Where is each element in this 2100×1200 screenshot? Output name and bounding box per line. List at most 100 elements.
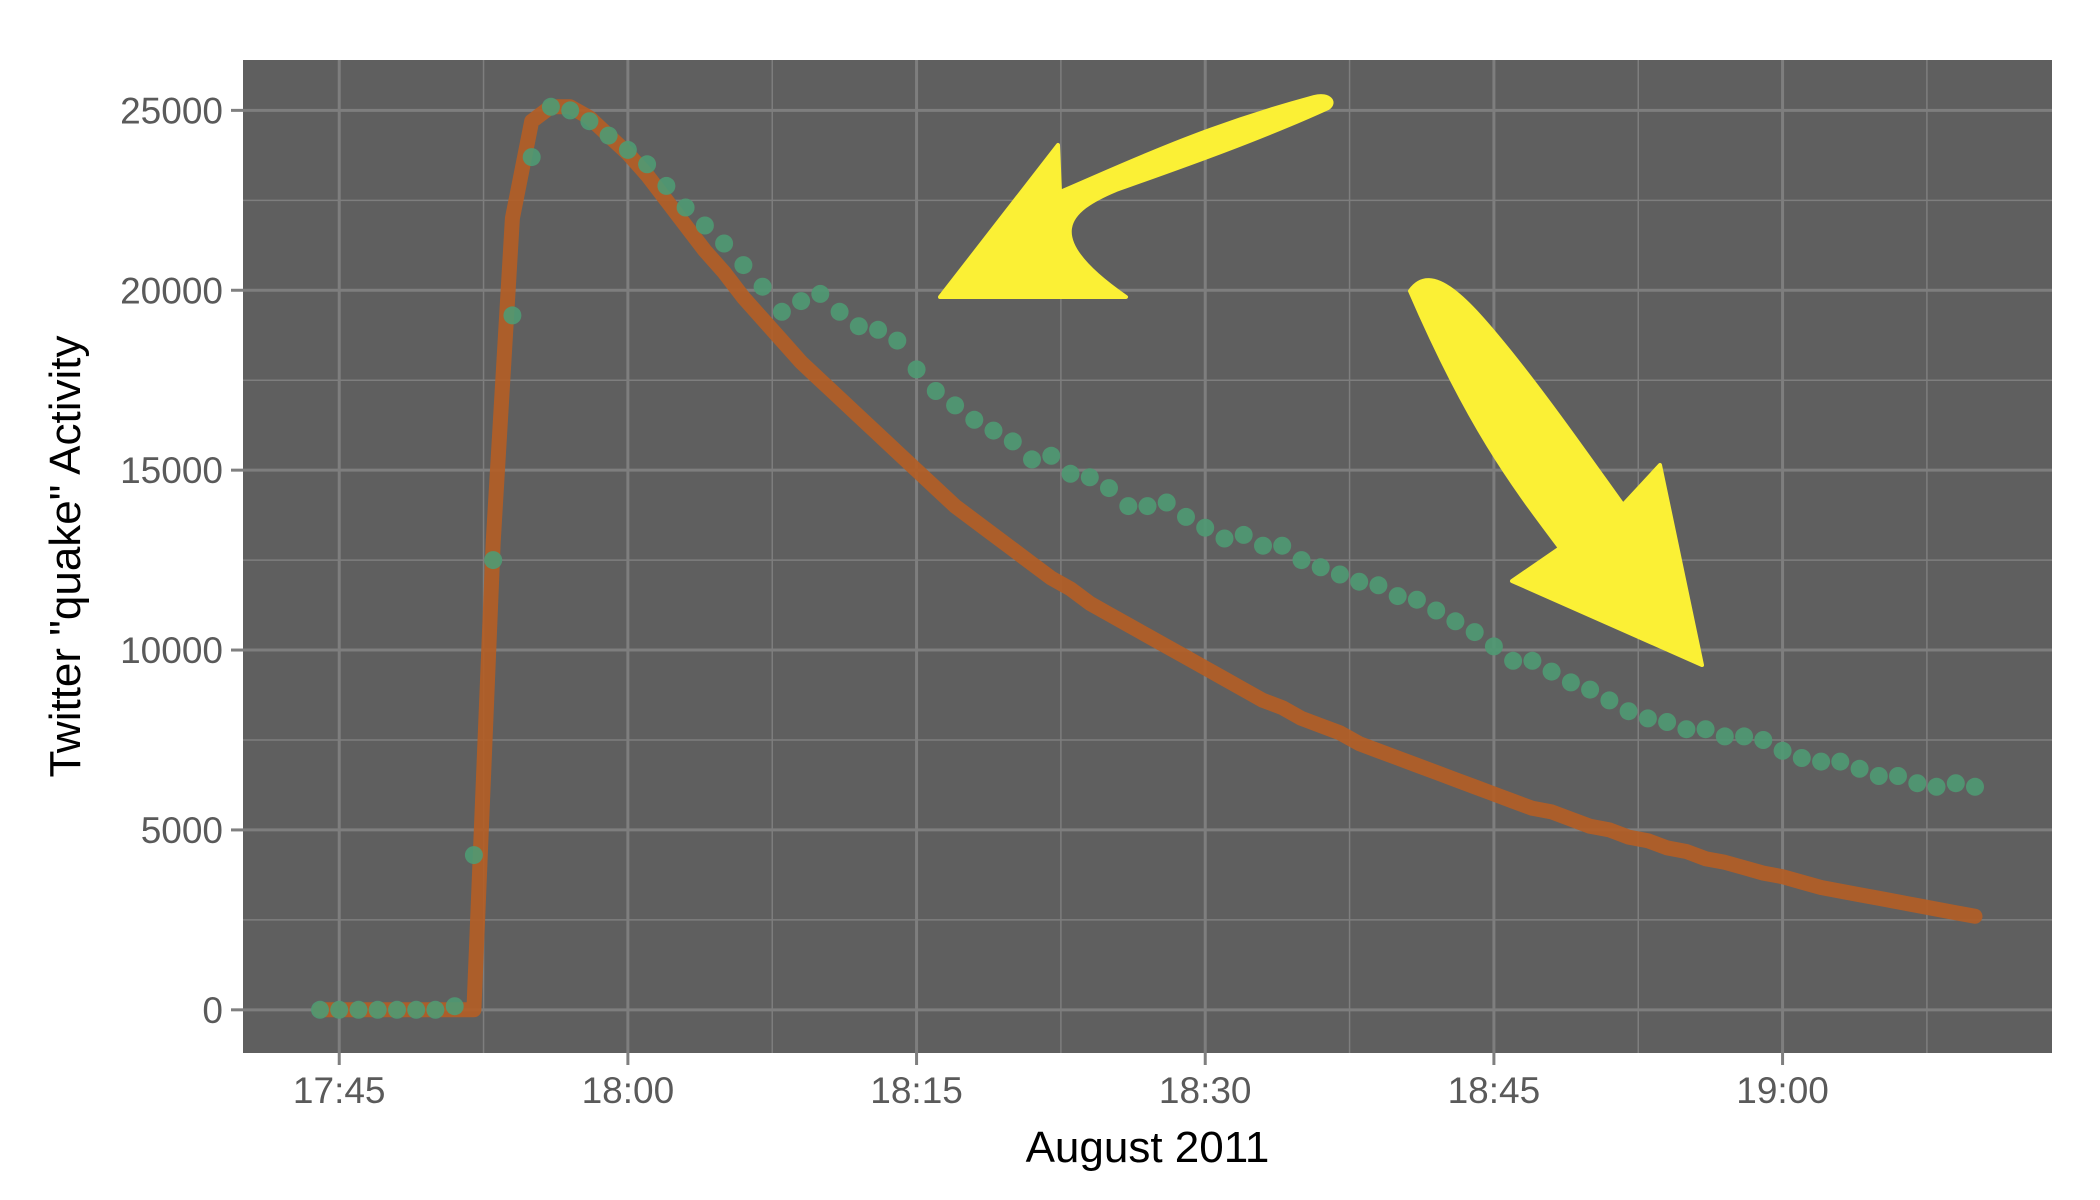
data-point: [1696, 720, 1715, 739]
y-tick-label: 15000: [120, 450, 223, 491]
data-point: [1715, 727, 1734, 746]
data-point: [464, 846, 483, 865]
plot-panel: [243, 60, 2052, 1053]
data-point: [1465, 623, 1484, 642]
data-point: [1946, 774, 1965, 793]
y-tick-label: 25000: [120, 90, 223, 131]
data-point: [1196, 518, 1215, 537]
data-point: [445, 997, 464, 1016]
data-point: [311, 1000, 329, 1019]
x-tick-label: 19:00: [1736, 1070, 1829, 1111]
x-axis-ticks: [337, 1053, 1785, 1065]
data-point: [1812, 752, 1831, 771]
data-point: [388, 1000, 406, 1019]
data-point: [734, 256, 753, 275]
data-point: [1061, 464, 1080, 483]
data-point: [1773, 741, 1792, 760]
data-point: [1754, 731, 1773, 749]
data-point: [1369, 576, 1388, 595]
data-point: [984, 421, 1003, 440]
data-point: [1311, 558, 1330, 577]
panel-background: [243, 60, 2052, 1053]
data-point: [1234, 525, 1253, 544]
data-point: [638, 155, 657, 174]
x-tick-label: 18:15: [870, 1070, 963, 1111]
data-point: [1677, 720, 1696, 739]
x-tick-label: 18:30: [1159, 1070, 1252, 1111]
data-point: [1407, 590, 1426, 609]
y-tick-label: 20000: [120, 270, 223, 311]
data-point: [1273, 536, 1292, 555]
data-point: [330, 1000, 349, 1019]
data-point: [1927, 777, 1946, 796]
data-point: [1581, 680, 1600, 699]
data-point: [1254, 536, 1272, 555]
data-point: [1504, 651, 1523, 670]
data-point: [1177, 507, 1195, 526]
y-tick-label: 0: [202, 990, 223, 1031]
data-point: [1658, 713, 1677, 731]
y-tick-label: 5000: [141, 810, 223, 851]
data-point: [599, 126, 618, 145]
data-point: [1850, 759, 1869, 778]
data-point: [869, 320, 888, 339]
data-point: [965, 410, 984, 429]
data-point: [522, 148, 541, 167]
data-point: [1330, 565, 1349, 584]
data-point: [1003, 432, 1022, 451]
data-point: [1735, 727, 1754, 746]
data-point: [1561, 673, 1580, 692]
x-tick-label: 17:45: [293, 1070, 386, 1111]
data-point: [1619, 702, 1638, 721]
data-point: [1831, 752, 1850, 771]
data-point: [618, 140, 637, 159]
data-point: [1600, 691, 1619, 710]
data-point: [1080, 468, 1099, 487]
data-point: [849, 317, 868, 336]
y-tick-label: 10000: [120, 630, 223, 671]
annotation-arrow-left: [938, 94, 1334, 299]
data-point: [1215, 529, 1234, 548]
data-point: [1100, 479, 1118, 498]
y-axis-tick-labels: 0 5000 10000 15000 20000 25000: [120, 90, 223, 1030]
data-point: [830, 302, 849, 321]
data-point: [1966, 777, 1984, 796]
data-point: [888, 331, 907, 350]
data-point: [811, 284, 830, 303]
x-axis-tick-labels: 17:45 18:00 18:15 18:30 18:45 19:00: [293, 1070, 1829, 1111]
data-point: [1427, 601, 1446, 620]
data-point: [772, 302, 791, 321]
x-axis-title: August 2011: [1026, 1123, 1270, 1172]
data-point: [1157, 493, 1176, 512]
data-point: [1869, 767, 1888, 785]
data-point: [1292, 551, 1311, 570]
data-point: [1350, 572, 1369, 591]
data-point: [1638, 709, 1657, 728]
data-point: [753, 277, 772, 296]
x-tick-label: 18:00: [582, 1070, 675, 1111]
data-point: [715, 234, 734, 253]
data-point: [657, 176, 676, 195]
data-point: [946, 396, 965, 415]
x-tick-label: 18:45: [1448, 1070, 1541, 1111]
data-point: [1388, 587, 1407, 606]
data-point: [695, 216, 714, 235]
data-point: [1889, 767, 1907, 785]
data-point: [407, 1000, 426, 1019]
data-point: [1119, 497, 1138, 516]
data-point: [926, 382, 945, 400]
observed-points: [311, 97, 1984, 1019]
data-point: [1446, 612, 1465, 631]
data-point: [676, 198, 695, 217]
data-point: [426, 1000, 445, 1019]
annotations: [938, 94, 1704, 667]
data-point: [1523, 651, 1542, 670]
data-point: [1042, 446, 1061, 465]
data-point: [503, 306, 522, 325]
data-point: [561, 101, 580, 120]
y-axis-ticks: [231, 108, 243, 1012]
data-point: [907, 360, 926, 379]
data-point: [368, 1000, 387, 1019]
y-axis-title: Twitter "quake" Activity: [41, 335, 90, 777]
